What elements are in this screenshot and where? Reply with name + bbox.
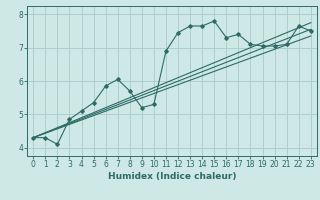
X-axis label: Humidex (Indice chaleur): Humidex (Indice chaleur): [108, 172, 236, 181]
